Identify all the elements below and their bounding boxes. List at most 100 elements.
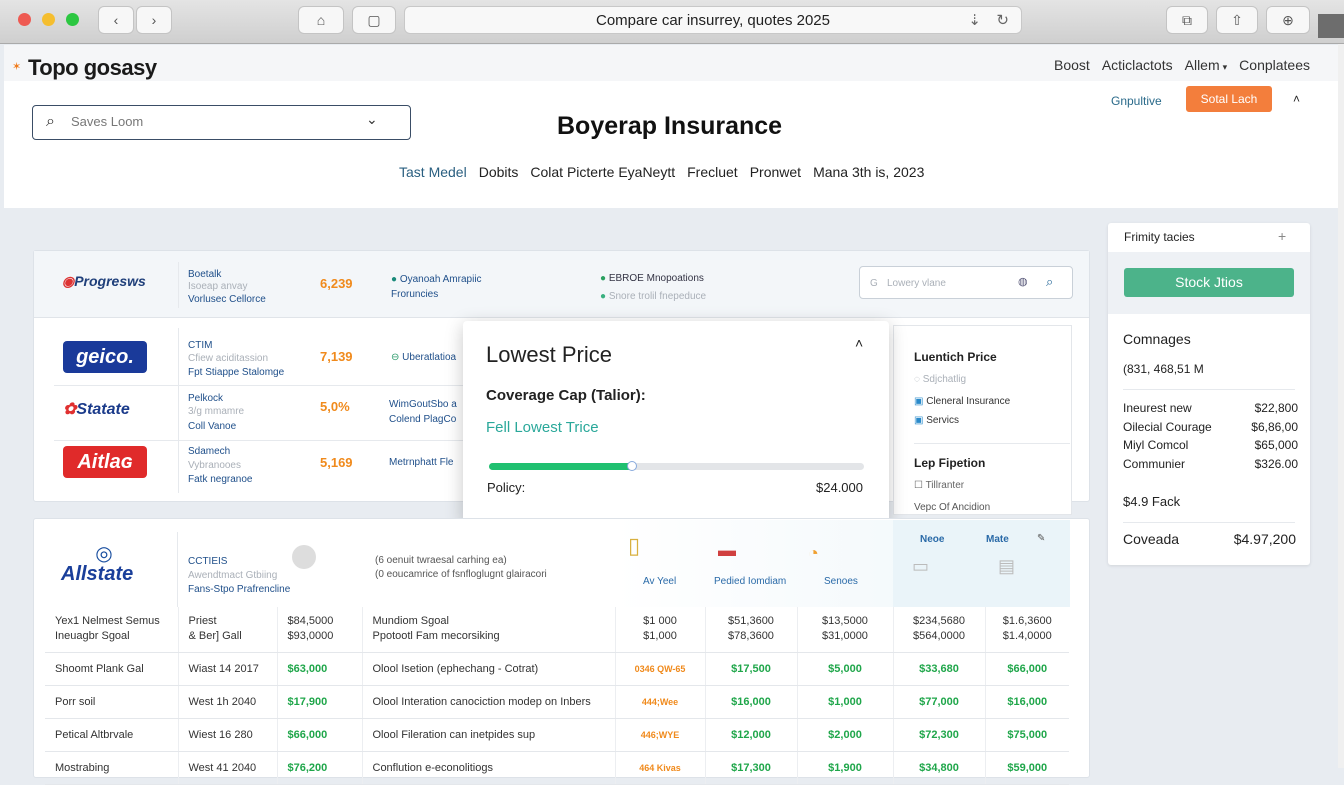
column-header[interactable]: Pedied Iomdiam	[714, 576, 787, 587]
subnav-item-3[interactable]: Frecluet	[687, 164, 738, 180]
filter-checkbox[interactable]: ☐ Tillranter	[914, 480, 965, 491]
lowest-price-link[interactable]: Fell Lowest Trice	[486, 419, 599, 436]
address-bar[interactable]: Compare car insurrey, quotes 2025 ⇣ ↻	[404, 6, 1022, 34]
provider-sublabel: 3/g mmamre	[188, 406, 245, 417]
table-cell: Petical Altbrvale	[45, 718, 179, 752]
table-cell: Shoomt Plank Gal	[45, 652, 179, 686]
minimize-window-button[interactable]	[42, 13, 55, 26]
maximize-window-button[interactable]	[66, 13, 79, 26]
column-header[interactable]: Av Yeel	[643, 576, 677, 587]
table-cell: $51,3600 $78,3600	[705, 607, 798, 653]
table-row[interactable]: Porr soil West 1h 2040 $17,900 Olool Intera…	[45, 685, 1069, 719]
sidebar-toggle-icon[interactable]	[1318, 14, 1344, 38]
table-cell: $12,000	[705, 718, 798, 752]
avatar	[292, 545, 316, 569]
filter-heading: Luentich Price	[914, 350, 997, 364]
search-input[interactable]: Saves Loom	[32, 105, 411, 140]
column-header[interactable]: Mate	[986, 534, 1009, 545]
nav-item-2[interactable]: Allem ▾	[1185, 57, 1228, 73]
reload-icon[interactable]: ↻	[996, 12, 1009, 29]
download-icon[interactable]: ⇣	[968, 12, 981, 29]
nav-item-1[interactable]: Acticlactots	[1101, 57, 1173, 73]
table-row[interactable]: Shoomt Plank Gal Wiast 14 2017 $63,000 Oloo…	[45, 652, 1069, 686]
provider-label: Boetalk	[188, 269, 222, 280]
globe-icon[interactable]: ◍	[1018, 276, 1028, 288]
scrollbar[interactable]	[1338, 44, 1344, 768]
summary-sidebar: Frimity tacies + Stock Jtios Comnages (8…	[1108, 223, 1310, 565]
subnav-item-2[interactable]: Colat Picterte EyaNeytt	[530, 164, 676, 180]
provider-label: Pelkock	[188, 393, 224, 404]
subnav-item-5[interactable]: Mana 3th is, 2023	[813, 164, 925, 180]
page-url-title: Compare car insurrey, quotes 2025	[595, 12, 830, 29]
popover-title: Lowest Price	[486, 342, 612, 367]
chevron-up-icon[interactable]: ˄	[855, 335, 864, 351]
collapse-icon[interactable]: ˄	[1293, 92, 1301, 106]
subnav-item-4[interactable]: Pronwet	[749, 164, 802, 180]
table-cell: Olool Isetion (ephechang - Cotrat)	[362, 652, 616, 686]
provider-sublabel: Awendtmact Gtbiing	[188, 570, 278, 581]
cta-button[interactable]: Sotal Lach	[1186, 86, 1272, 112]
forward-button[interactable]: ›	[136, 6, 172, 34]
tabs-icon[interactable]: ⧉	[1166, 6, 1208, 34]
page-title: Boyerap Insurance	[557, 112, 783, 140]
provider-plan: Fatk negranoe	[188, 474, 253, 485]
slider-handle[interactable]	[626, 461, 637, 471]
table-cell: $16,000	[985, 685, 1069, 719]
new-tab-icon[interactable]: ⊕	[1266, 6, 1310, 34]
table-cell: $2,000	[797, 718, 894, 752]
table-cell: Porr soil	[45, 685, 179, 719]
provider-search-placeholder: Lowery vlane	[887, 278, 946, 289]
provider-label: CCTIEIS	[188, 556, 228, 567]
search-icon[interactable]: ⌕	[1046, 274, 1054, 289]
table-cell: $13,5000 $31,0000	[797, 607, 894, 653]
provider-label: CTIM	[188, 340, 213, 351]
site-header	[4, 45, 1338, 81]
extensions-icon[interactable]: ⌂	[298, 6, 344, 34]
filter-option[interactable]: ◌ Sdjchatlig	[914, 374, 967, 385]
subnav-item-1[interactable]: Dobits	[478, 164, 519, 180]
table-cell: $33,680	[893, 652, 986, 686]
nav-item-3[interactable]: Conplatees	[1239, 57, 1310, 73]
sidebar-item-label: Communier	[1123, 456, 1186, 471]
table-row[interactable]: Yex1 Nelmest Semus Ineuagbr Sgoal Priest …	[45, 607, 1069, 653]
filter-option[interactable]: ▣ Servics	[914, 415, 960, 426]
allstate-desc: (6 oenuit twraesal carhing ea)	[375, 555, 507, 566]
plus-icon[interactable]: +	[1278, 228, 1287, 244]
close-window-button[interactable]	[18, 13, 31, 26]
stock-button[interactable]: Stock Jtios	[1124, 268, 1294, 297]
provider-plan: Fans-Stpo Prafrencline	[188, 584, 291, 595]
provider-search-input[interactable]: G Lowery vlane ◍ ⌕	[859, 266, 1073, 299]
table-cell: Mundiom Sgoal Ppotootl Fam mecorsiking	[362, 607, 616, 653]
column-header[interactable]: Senoes	[824, 576, 858, 587]
subnav-item-0[interactable]: Tast Medel	[399, 164, 467, 180]
table-cell: $84,5000 $93,0000	[277, 607, 363, 653]
table-cell: Yex1 Nelmest Semus Ineuagbr Sgoal	[45, 607, 179, 653]
coverage-slider[interactable]	[489, 461, 864, 471]
table-cell: $1,000	[797, 685, 894, 719]
share-icon[interactable]: ⇧	[1216, 6, 1258, 34]
lowest-price-popover: Lowest Price ˄ Coverage Cap (Talior): Fe…	[463, 321, 889, 524]
provider-label: Sdamech	[188, 446, 231, 457]
provider-feature: WimGoutSbo a	[389, 399, 457, 410]
table-cell: $66,000	[277, 718, 363, 752]
g-icon: G	[870, 278, 878, 289]
column-header[interactable]: Neoe	[920, 534, 945, 545]
provider-plan: Coll Vanoe	[188, 421, 237, 432]
feature-1: ● Oyanoah Amrapiic	[391, 274, 482, 285]
back-button[interactable]: ‹	[98, 6, 134, 34]
filter-option[interactable]: Vepc Of Ancidion	[914, 502, 991, 513]
table-cell: Olool Fileration can inetpides sup	[362, 718, 616, 752]
nav-item-0[interactable]: Boost	[1054, 57, 1090, 73]
table-row[interactable]: Petical Altbrvale Wiest 16 280 $66,000 Oloo…	[45, 718, 1069, 752]
table-cell: $16,000	[705, 685, 798, 719]
table-cell: $1 000 $1,000	[615, 607, 706, 653]
filter-option[interactable]: ▣ Cleneral Insurance	[914, 396, 1011, 407]
chevron-down-icon[interactable]: ⌄	[366, 111, 378, 127]
table-cell: $75,000	[985, 718, 1069, 752]
site-logo[interactable]: Topo gosasy	[28, 55, 157, 80]
table-cell: Wiast 14 2017	[178, 652, 278, 686]
tool-icon[interactable]: ✎	[1037, 533, 1046, 544]
gnpultive-link[interactable]: Gnpultive	[1111, 94, 1162, 108]
site-nav: Boost Acticlactots Allem ▾ Conplatees	[1054, 57, 1310, 73]
reader-icon[interactable]: ▢	[352, 6, 396, 34]
